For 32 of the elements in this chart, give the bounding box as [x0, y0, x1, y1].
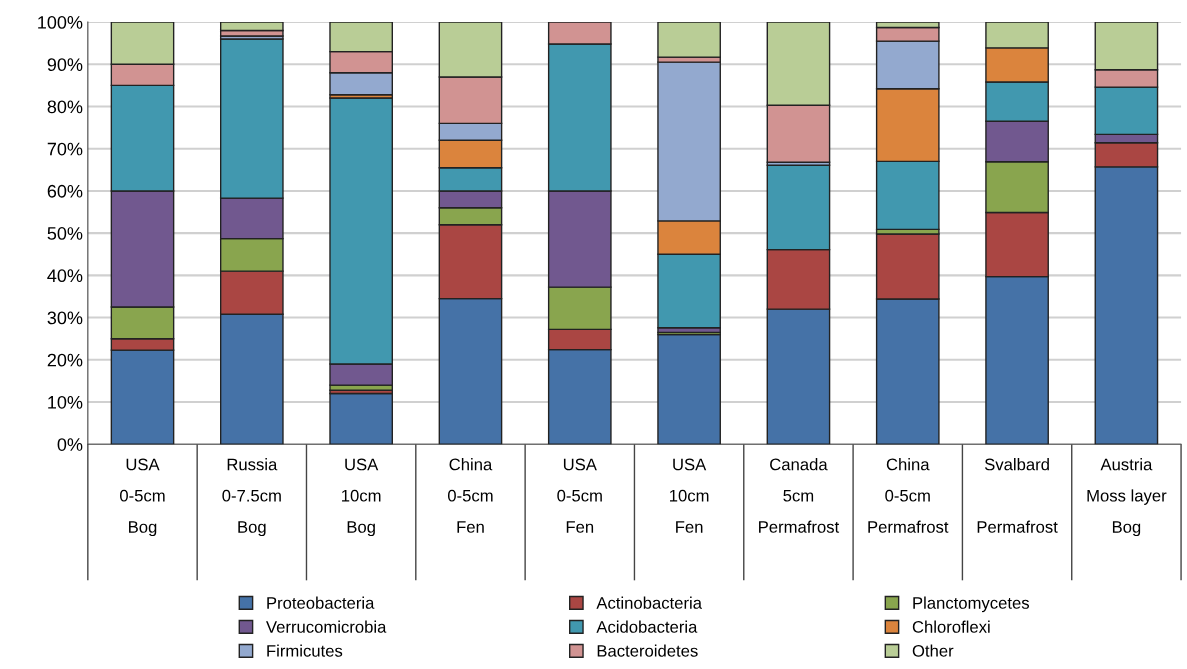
- y-tick-label: 90%: [47, 58, 83, 72]
- legend-label: Chloroflexi: [912, 620, 990, 633]
- x-tick-label: Austria Moss layer Bog: [1087, 458, 1167, 537]
- y-tick-label: 70%: [47, 142, 83, 156]
- legend-label: Acidobacteria: [596, 620, 698, 633]
- y-tick-label: 60%: [47, 184, 83, 198]
- x-tick-label: USA 0-5cm Bog: [120, 458, 165, 537]
- bar: [657, 333, 721, 445]
- legend-label: Firmicutes: [267, 644, 343, 657]
- category-label: Svalbard Permafrost: [977, 458, 1058, 533]
- x-tick-label: USA 0-5cm Fen: [557, 458, 602, 533]
- legend-label: Proteobacteria: [267, 596, 375, 609]
- x-tick-label: China 0-5cm Permafrost: [868, 458, 949, 533]
- x-tick-label: USA 10cm Fen: [670, 458, 709, 533]
- x-tick-label: Russia 0-7.5cm Bog: [222, 458, 281, 537]
- y-tick-label: 100%: [38, 16, 83, 29]
- y-tick-label: 30%: [47, 311, 83, 325]
- x-tick-label: China 0-5cm Fen: [447, 458, 493, 533]
- legend-label: Planctomycetes: [913, 596, 1030, 613]
- x-tick-label: USA 10cm Bog: [342, 458, 381, 537]
- legend-label: Verrucomicrobia: [266, 620, 387, 633]
- y-tick-label: 10%: [48, 395, 83, 409]
- y-tick-label: 50%: [47, 227, 83, 240]
- legend-label: Bacteroidetes: [597, 644, 698, 657]
- bar: [329, 392, 393, 445]
- y-tick-label: 40%: [47, 269, 83, 283]
- y-tick-label: 20%: [47, 353, 83, 367]
- y-tick-label: 0%: [57, 438, 83, 451]
- x-tick-label: Canada 5cm Permafrost: [759, 458, 840, 533]
- legend-label: Actinobacteria: [596, 596, 702, 609]
- y-tick-label: 80%: [47, 100, 83, 114]
- legend-label: Other: [912, 644, 954, 657]
